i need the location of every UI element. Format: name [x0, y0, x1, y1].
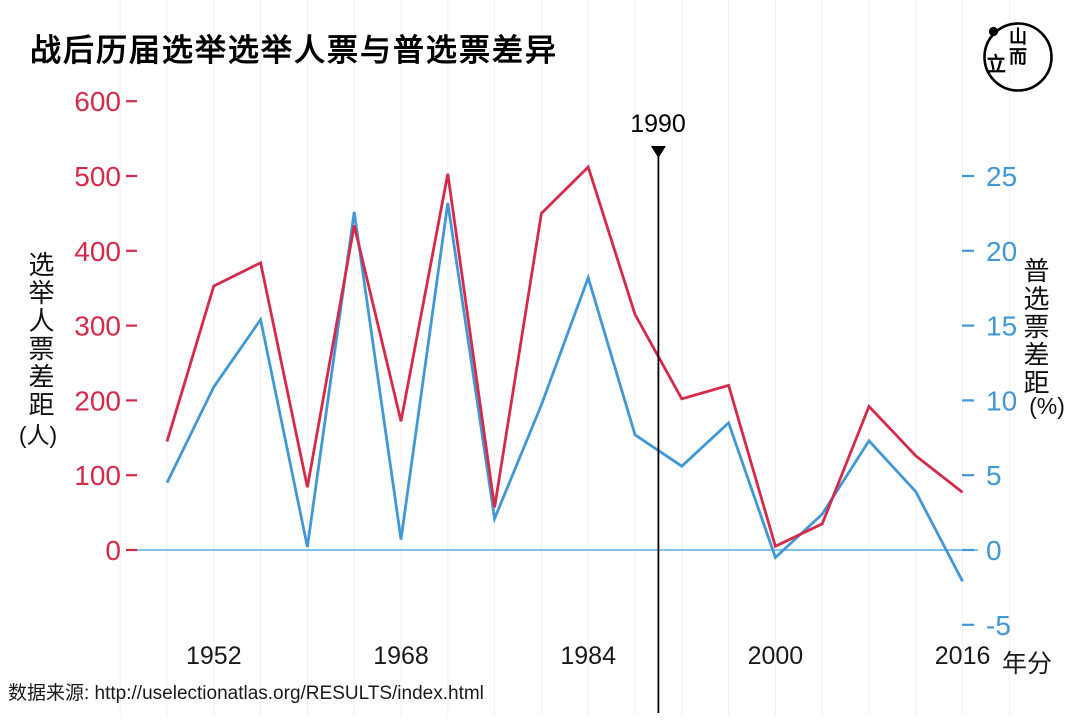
left-axis-tick-label: 200 — [74, 385, 121, 416]
left-axis-unit: (人) — [18, 422, 58, 448]
logo-glyph-bottom: 而 — [1009, 47, 1027, 67]
left-axis-tick-label: 300 — [74, 311, 121, 342]
left-axis-tick-label: 400 — [74, 236, 121, 267]
right-axis-tick-label: 25 — [986, 161, 1017, 192]
right-axis-tick-label: 15 — [986, 311, 1017, 342]
left-axis-title: 选举人票差距 — [25, 251, 55, 419]
right-axis-unit: (%) — [1029, 393, 1065, 419]
annotation-year-label: 1990 — [630, 110, 686, 138]
right-axis-tick-label: 20 — [986, 236, 1017, 267]
page-title: 战后历届选举选举人票与普选票差异 — [30, 33, 558, 68]
source-note: 数据来源: http://uselectionatlas.org/RESULTS… — [8, 683, 484, 704]
left-axis-tick-label: 100 — [74, 460, 121, 491]
right-axis-title: 普选票差距 — [1020, 257, 1050, 397]
x-axis-tick-label: 1984 — [560, 642, 616, 670]
initium-media-logo: 立 山 而 — [983, 22, 1053, 92]
left-axis-tick-label: 0 — [105, 535, 121, 566]
electoral-vote-margin-line — [165, 164, 964, 549]
logo-glyph-left: 立 — [986, 52, 1006, 76]
x-axis-tick-label: 2016 — [935, 642, 991, 670]
left-axis-tick-label: 600 — [74, 86, 121, 117]
down-triangle-marker-icon — [650, 146, 666, 158]
logo-circle-icon — [983, 22, 1053, 92]
right-axis-tick-label: 0 — [986, 535, 1002, 566]
right-axis-tick-label: -5 — [986, 610, 1011, 641]
x-axis-unit-label: 年分 — [1002, 650, 1053, 678]
right-axis-tick-label: 10 — [986, 385, 1017, 416]
x-axis-tick-label: 1968 — [373, 642, 429, 670]
logo-dot-icon — [988, 26, 999, 37]
logo-glyph-top: 山 — [1009, 27, 1027, 47]
x-axis-tick-label: 2000 — [748, 642, 804, 670]
right-axis-tick-label: 5 — [986, 460, 1002, 491]
left-axis-tick-label: 500 — [74, 161, 121, 192]
x-axis-tick-label: 1952 — [186, 642, 242, 670]
